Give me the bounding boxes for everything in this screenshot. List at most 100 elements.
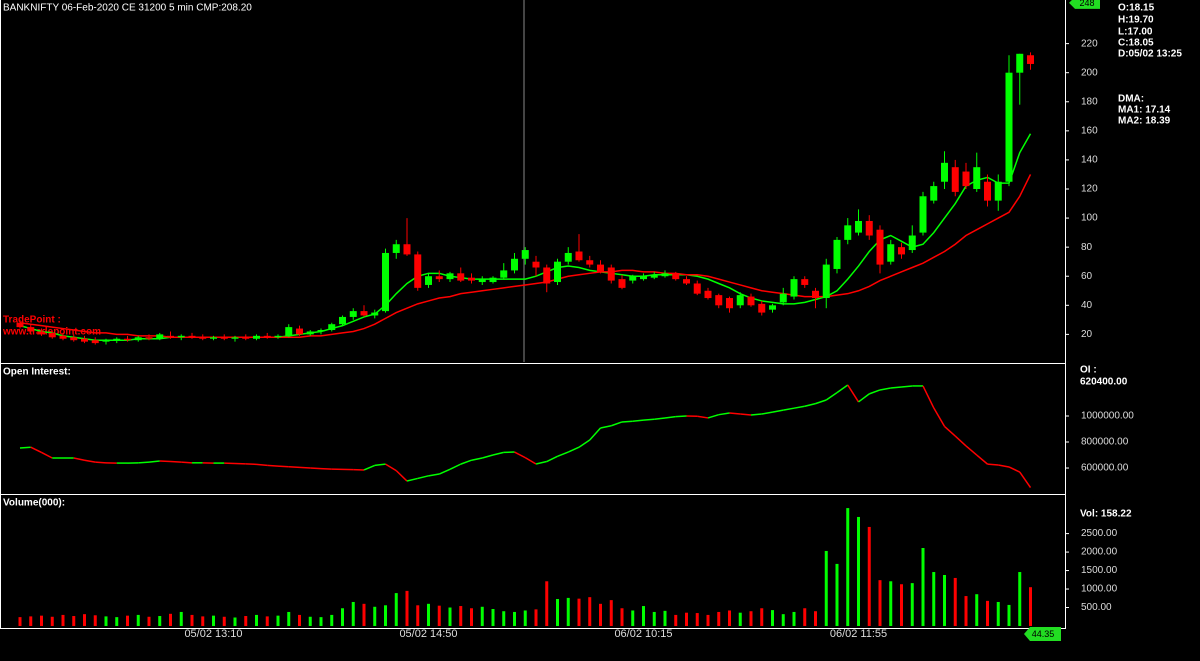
candle-body	[435, 276, 443, 280]
candle-body	[726, 298, 733, 309]
candle-body	[833, 239, 841, 269]
y-tick-label: 100	[1081, 213, 1098, 224]
candle-body	[564, 252, 572, 262]
volume-bar	[136, 614, 140, 626]
volume-bar	[319, 617, 323, 626]
oi-segment	[417, 475, 429, 480]
volume-bar	[620, 608, 624, 626]
candle-body	[661, 273, 669, 277]
volume-bar	[1029, 587, 1032, 626]
info-date: D:05/02 13:25	[1118, 49, 1182, 60]
candle-body	[532, 261, 540, 268]
candle-body	[521, 250, 529, 259]
candle-body	[554, 261, 561, 283]
volume-bar	[308, 616, 312, 626]
oi-segment	[428, 473, 440, 477]
oi-segment	[901, 385, 913, 388]
candle-body	[769, 305, 776, 310]
oi-segment	[772, 409, 784, 413]
y-tick-label: 200	[1081, 67, 1098, 78]
volume-bar	[158, 616, 162, 626]
volume-bar	[448, 607, 452, 626]
price-marker: 248	[1079, 0, 1094, 8]
candle-body	[650, 274, 658, 278]
volume-bar	[384, 605, 387, 626]
candle-body	[973, 167, 981, 189]
candle-body	[328, 324, 336, 331]
volume-bar	[889, 581, 893, 626]
volume-bar	[287, 611, 291, 626]
y-tick-label: 160	[1081, 125, 1098, 136]
info-high: H:19.70	[1118, 15, 1154, 26]
info-open: O:18.15	[1118, 3, 1155, 14]
volume-bar	[599, 603, 602, 626]
dma-item: MA1: 17.14	[1118, 105, 1171, 116]
oi-segment	[535, 460, 547, 465]
candle-body	[672, 273, 680, 280]
volume-bar	[233, 617, 237, 626]
volume-bar	[792, 611, 796, 626]
volume-bar	[244, 616, 248, 626]
volume-bar	[781, 614, 785, 626]
candle-body	[156, 334, 164, 339]
oi-segment	[621, 420, 633, 423]
y-tick-label: 140	[1081, 155, 1098, 166]
oi-segment	[632, 419, 644, 422]
oi-segment	[374, 463, 386, 467]
volume-bar	[964, 596, 968, 626]
volume-bar	[362, 603, 366, 626]
candle-body	[704, 290, 712, 299]
oi-segment	[804, 402, 816, 407]
candle-body	[124, 338, 131, 341]
oi-segment	[148, 460, 160, 463]
candle-body	[210, 337, 217, 339]
oi-segment	[460, 459, 472, 465]
candle-body	[887, 244, 895, 262]
y-tick-label: 220	[1081, 38, 1098, 49]
oi-segment	[159, 460, 171, 463]
candle-body	[941, 162, 948, 182]
volume-bar	[631, 610, 635, 626]
volume-bar	[29, 616, 33, 626]
candle-body	[145, 337, 153, 339]
volume-bar	[717, 611, 721, 626]
watermark: TradePoint :	[3, 315, 61, 326]
candle-body	[306, 331, 314, 335]
volume-bar	[835, 563, 839, 626]
volume-bar	[803, 608, 807, 626]
volume-bar	[857, 516, 860, 626]
y-tick-label: 2500.00	[1081, 528, 1118, 539]
volume-bar	[427, 603, 430, 626]
volume-bar	[921, 548, 925, 626]
volume-bar	[373, 606, 377, 626]
oi-segment	[858, 393, 870, 403]
oi-segment	[783, 407, 795, 411]
oi-segment	[95, 461, 107, 464]
volume-bar	[975, 594, 979, 626]
oi-segment	[557, 451, 569, 458]
volume-bar	[900, 584, 903, 626]
candle-body	[607, 267, 615, 281]
x-tick-label: 05/02 14:50	[399, 628, 457, 640]
volume-bar	[749, 611, 753, 626]
volume-bar	[556, 599, 559, 626]
oi-segment	[288, 465, 300, 469]
volume-marker: 44.35	[1032, 629, 1055, 639]
candle-body	[16, 322, 24, 328]
oi-segment	[589, 427, 602, 441]
candle-body	[919, 196, 927, 233]
candle-body	[349, 311, 357, 317]
oi-segment	[836, 384, 849, 394]
volume-bar	[513, 611, 516, 626]
volume-bar	[728, 610, 731, 626]
volume-bar	[534, 609, 538, 626]
oi-segment	[1019, 471, 1032, 488]
info-close: C:18.05	[1118, 38, 1154, 49]
candle-body	[736, 295, 744, 306]
candle-body	[683, 279, 690, 284]
oi-segment	[299, 466, 311, 469]
volume-bar	[265, 616, 269, 626]
y-tick-label: 180	[1081, 96, 1098, 107]
volume-bar	[93, 615, 97, 626]
